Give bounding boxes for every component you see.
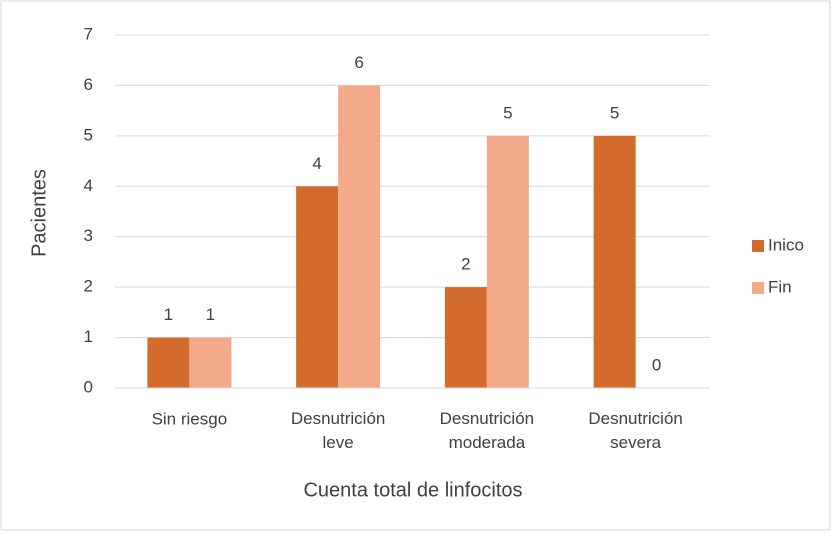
y-axis-title: Pacientes <box>28 169 50 257</box>
y-tick-label: 5 <box>84 125 93 144</box>
x-tick-label: Sin riesgo <box>152 409 228 428</box>
value-label: 4 <box>312 154 321 173</box>
y-tick-label: 1 <box>84 327 93 346</box>
y-tick-label: 7 <box>84 24 93 43</box>
legend-swatch <box>752 240 764 252</box>
bar <box>296 186 339 388</box>
bar <box>486 135 529 388</box>
legend-swatch <box>752 282 764 294</box>
y-tick-label: 3 <box>84 226 93 245</box>
bar <box>338 85 381 388</box>
bar <box>444 287 487 388</box>
value-label: 2 <box>461 255 470 274</box>
y-tick-label: 6 <box>84 75 93 94</box>
value-label: 0 <box>652 355 661 374</box>
x-tick-label: Desnutrición leve <box>291 409 386 452</box>
value-label: 5 <box>503 103 512 122</box>
value-label: 5 <box>610 103 619 122</box>
x-axis-title: Cuenta total de linfocitos <box>303 479 522 501</box>
value-label: 1 <box>164 305 173 324</box>
y-tick-label: 2 <box>84 277 93 296</box>
x-tick-label: Desnutrición moderada <box>440 409 535 452</box>
legend-label: Inico <box>768 235 804 254</box>
y-tick-label: 0 <box>84 377 93 396</box>
value-label: 1 <box>206 305 215 324</box>
legend-label: Fin <box>768 277 792 296</box>
bar <box>189 337 232 388</box>
value-label: 6 <box>354 53 363 72</box>
bar <box>593 135 636 388</box>
x-tick-label: Desnutrición severa <box>588 409 683 452</box>
y-tick-label: 4 <box>84 176 93 195</box>
bar <box>147 337 190 388</box>
